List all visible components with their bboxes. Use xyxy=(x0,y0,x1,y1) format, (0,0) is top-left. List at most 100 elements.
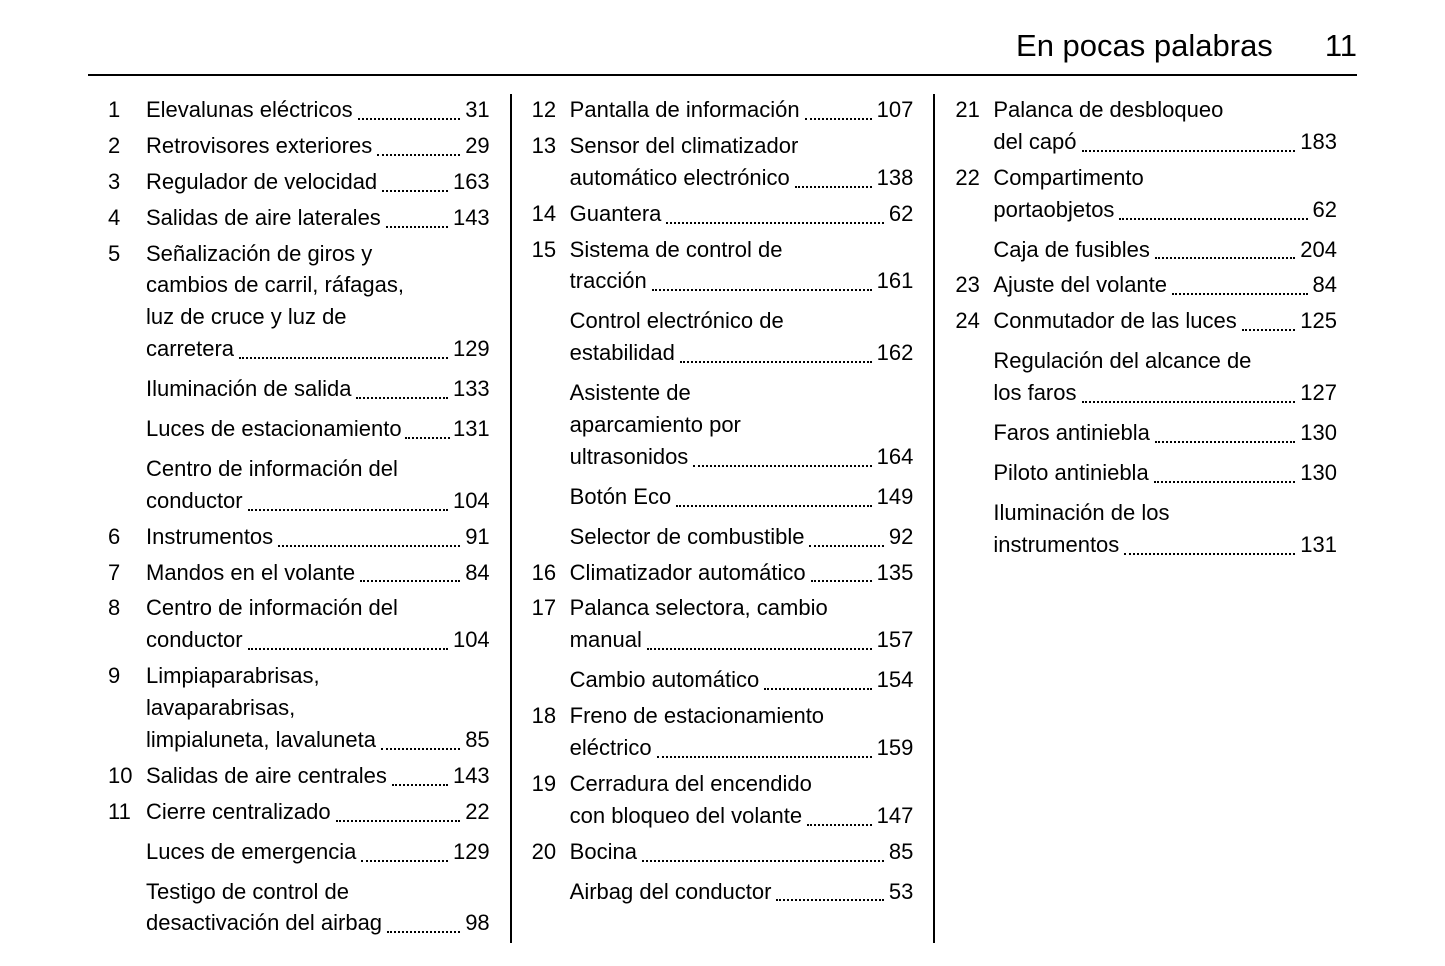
entry-page: 154 xyxy=(877,664,914,696)
entry-label: Faros antiniebla xyxy=(993,417,1150,449)
entry-body: Retrovisores exteriores29 xyxy=(146,130,490,162)
entry-label: Climatizador automático xyxy=(570,557,806,589)
entry-label-line: Cerradura del encendido xyxy=(570,768,914,800)
entry-body: Climatizador automático 135 xyxy=(570,557,914,589)
entry-label: instrumentos xyxy=(993,529,1119,561)
entry-label: Retrovisores exteriores xyxy=(146,130,372,162)
entry-body: Botón Eco149 xyxy=(570,481,914,513)
index-columns: 1Elevalunas eléctricos312Retrovisores ex… xyxy=(88,94,1357,943)
leader-dots xyxy=(809,525,883,547)
index-entry: Cambio automático154 xyxy=(532,664,914,696)
entry-body: Bocina85 xyxy=(570,836,914,868)
entry-label-line: Compartimento xyxy=(993,162,1337,194)
index-entry: Asistente deaparcamiento porultrasonidos… xyxy=(532,377,914,473)
entry-label: conductor xyxy=(146,485,243,517)
entry-body: Centro de información delconductor104 xyxy=(146,592,490,656)
entry-body: Cierre centralizado22 xyxy=(146,796,490,828)
leader-dots xyxy=(642,840,884,862)
leader-dots xyxy=(405,417,450,439)
entry-body: Mandos en el volante84 xyxy=(146,557,490,589)
entry-page: 161 xyxy=(877,265,914,297)
leader-dots xyxy=(680,341,872,363)
entry-page: 135 xyxy=(877,557,914,589)
entry-page: 98 xyxy=(465,907,489,939)
leader-dots xyxy=(361,840,448,862)
entry-label: automático electrónico xyxy=(570,162,790,194)
entry-page: 62 xyxy=(889,198,913,230)
entry-label-line: aparcamiento por xyxy=(570,409,914,441)
index-entry: Selector de combustible92 xyxy=(532,521,914,553)
entry-body: Asistente deaparcamiento porultrasonidos… xyxy=(570,377,914,473)
index-entry: 9Limpiaparabrisas,lavaparabrisas,limpial… xyxy=(108,660,490,756)
entry-page: 84 xyxy=(465,557,489,589)
entry-body: Compartimentoportaobjetos62 xyxy=(993,162,1337,226)
entry-label: Piloto antiniebla xyxy=(993,457,1148,489)
entry-page: 133 xyxy=(453,373,490,405)
entry-page: 31 xyxy=(465,94,489,126)
entry-page: 162 xyxy=(877,337,914,369)
entry-page: 53 xyxy=(889,876,913,908)
entry-label-line: luz de cruce y luz de xyxy=(146,301,490,333)
entry-number: 24 xyxy=(955,305,993,337)
entry-body: Cambio automático154 xyxy=(570,664,914,696)
entry-page: 143 xyxy=(453,202,490,234)
entry-body: Caja de fusibles 204 xyxy=(993,234,1337,266)
page-number: 11 xyxy=(1325,28,1357,64)
entry-number: 18 xyxy=(532,700,570,732)
entry-label: Pantalla de información xyxy=(570,94,800,126)
entry-body: Palanca de desbloqueodel capó183 xyxy=(993,94,1337,158)
leader-dots xyxy=(1155,421,1295,443)
entry-body: Señalización de giros ycambios de carril… xyxy=(146,238,490,366)
entry-page: 149 xyxy=(877,481,914,513)
index-entry: 12Pantalla de información107 xyxy=(532,94,914,126)
entry-label-line: lavaparabrisas, xyxy=(146,692,490,724)
entry-label: eléctrico xyxy=(570,732,652,764)
entry-page: 22 xyxy=(465,796,489,828)
leader-dots xyxy=(693,445,871,467)
entry-body: Cerradura del encendidocon bloqueo del v… xyxy=(570,768,914,832)
index-entry: Testigo de control dedesactivación del a… xyxy=(108,876,490,940)
leader-dots xyxy=(278,525,460,547)
entry-label-line: Testigo de control de xyxy=(146,876,490,908)
entry-page: 147 xyxy=(877,800,914,832)
leader-dots xyxy=(652,269,872,291)
leader-dots xyxy=(358,98,461,120)
entry-label-line: Centro de información del xyxy=(146,453,490,485)
entry-page: 129 xyxy=(453,333,490,365)
index-entry: Control electrónico deestabilidad162 xyxy=(532,305,914,369)
entry-body: Pantalla de información107 xyxy=(570,94,914,126)
leader-dots xyxy=(647,628,872,650)
entry-label-line: Señalización de giros y xyxy=(146,238,490,270)
index-entry: 4Salidas de aire laterales143 xyxy=(108,202,490,234)
entry-page: 85 xyxy=(465,724,489,756)
entry-label-line: cambios de carril, ráfagas, xyxy=(146,269,490,301)
index-entry: Botón Eco149 xyxy=(532,481,914,513)
entry-label: desactivación del airbag xyxy=(146,907,382,939)
entry-page: 204 xyxy=(1300,234,1337,266)
entry-page: 84 xyxy=(1313,269,1337,301)
entry-page: 163 xyxy=(453,166,490,198)
entry-body: Luces de emergencia129 xyxy=(146,836,490,868)
entry-body: Centro de información delconductor104 xyxy=(146,453,490,517)
index-entry: Centro de información delconductor104 xyxy=(108,453,490,517)
entry-number: 6 xyxy=(108,521,146,553)
entry-number: 4 xyxy=(108,202,146,234)
leader-dots xyxy=(807,804,872,826)
entry-body: Ajuste del volante84 xyxy=(993,269,1337,301)
entry-number: 16 xyxy=(532,557,570,589)
section-title: En pocas palabras xyxy=(1016,28,1273,64)
entry-label: conductor xyxy=(146,624,243,656)
entry-label: Salidas de aire centrales xyxy=(146,760,387,792)
leader-dots xyxy=(392,764,448,786)
entry-number: 14 xyxy=(532,198,570,230)
entry-label: Regulador de velocidad xyxy=(146,166,377,198)
page-header: En pocas palabras 11 xyxy=(88,28,1357,76)
entry-page: 138 xyxy=(877,162,914,194)
index-entry: 18Freno de estacionamientoeléctrico159 xyxy=(532,700,914,764)
entry-label: Caja de fusibles xyxy=(993,234,1150,266)
entry-label-line: Regulación del alcance de xyxy=(993,345,1337,377)
leader-dots xyxy=(657,736,872,758)
entry-page: 91 xyxy=(465,521,489,553)
entry-label: Luces de emergencia xyxy=(146,836,356,868)
entry-body: Selector de combustible92 xyxy=(570,521,914,553)
